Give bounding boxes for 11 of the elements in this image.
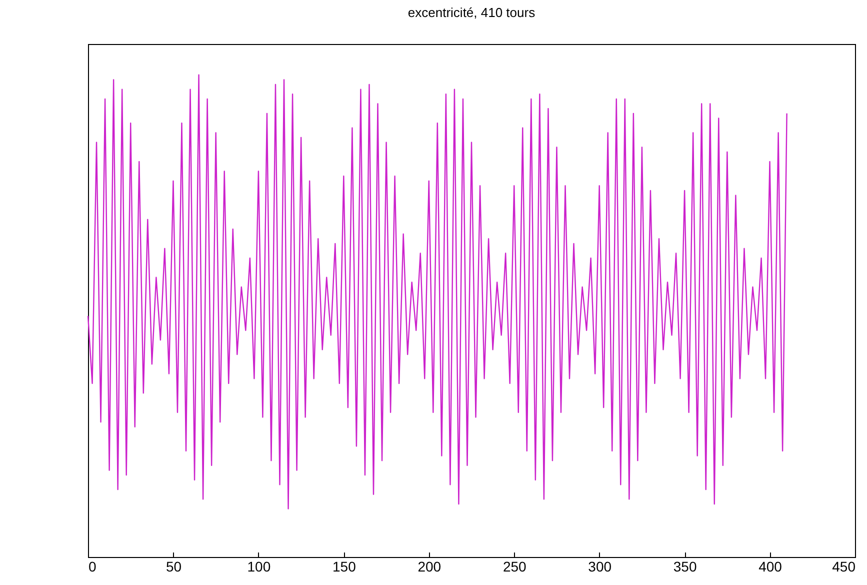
x-tick-label: 200 bbox=[418, 558, 442, 574]
x-tick-label: 450 bbox=[832, 558, 856, 574]
chart-title: excentricité, 410 tours bbox=[408, 5, 536, 20]
x-tick-label: 0 bbox=[88, 558, 96, 574]
x-tick-label: 350 bbox=[673, 558, 697, 574]
x-tick-label: 400 bbox=[758, 558, 782, 574]
x-tick-label: 250 bbox=[502, 558, 527, 574]
x-tick-label: 150 bbox=[332, 558, 356, 574]
x-tick-label: 300 bbox=[588, 558, 612, 574]
x-tick-label: 100 bbox=[247, 558, 271, 574]
x-tick-label: 50 bbox=[166, 558, 182, 574]
